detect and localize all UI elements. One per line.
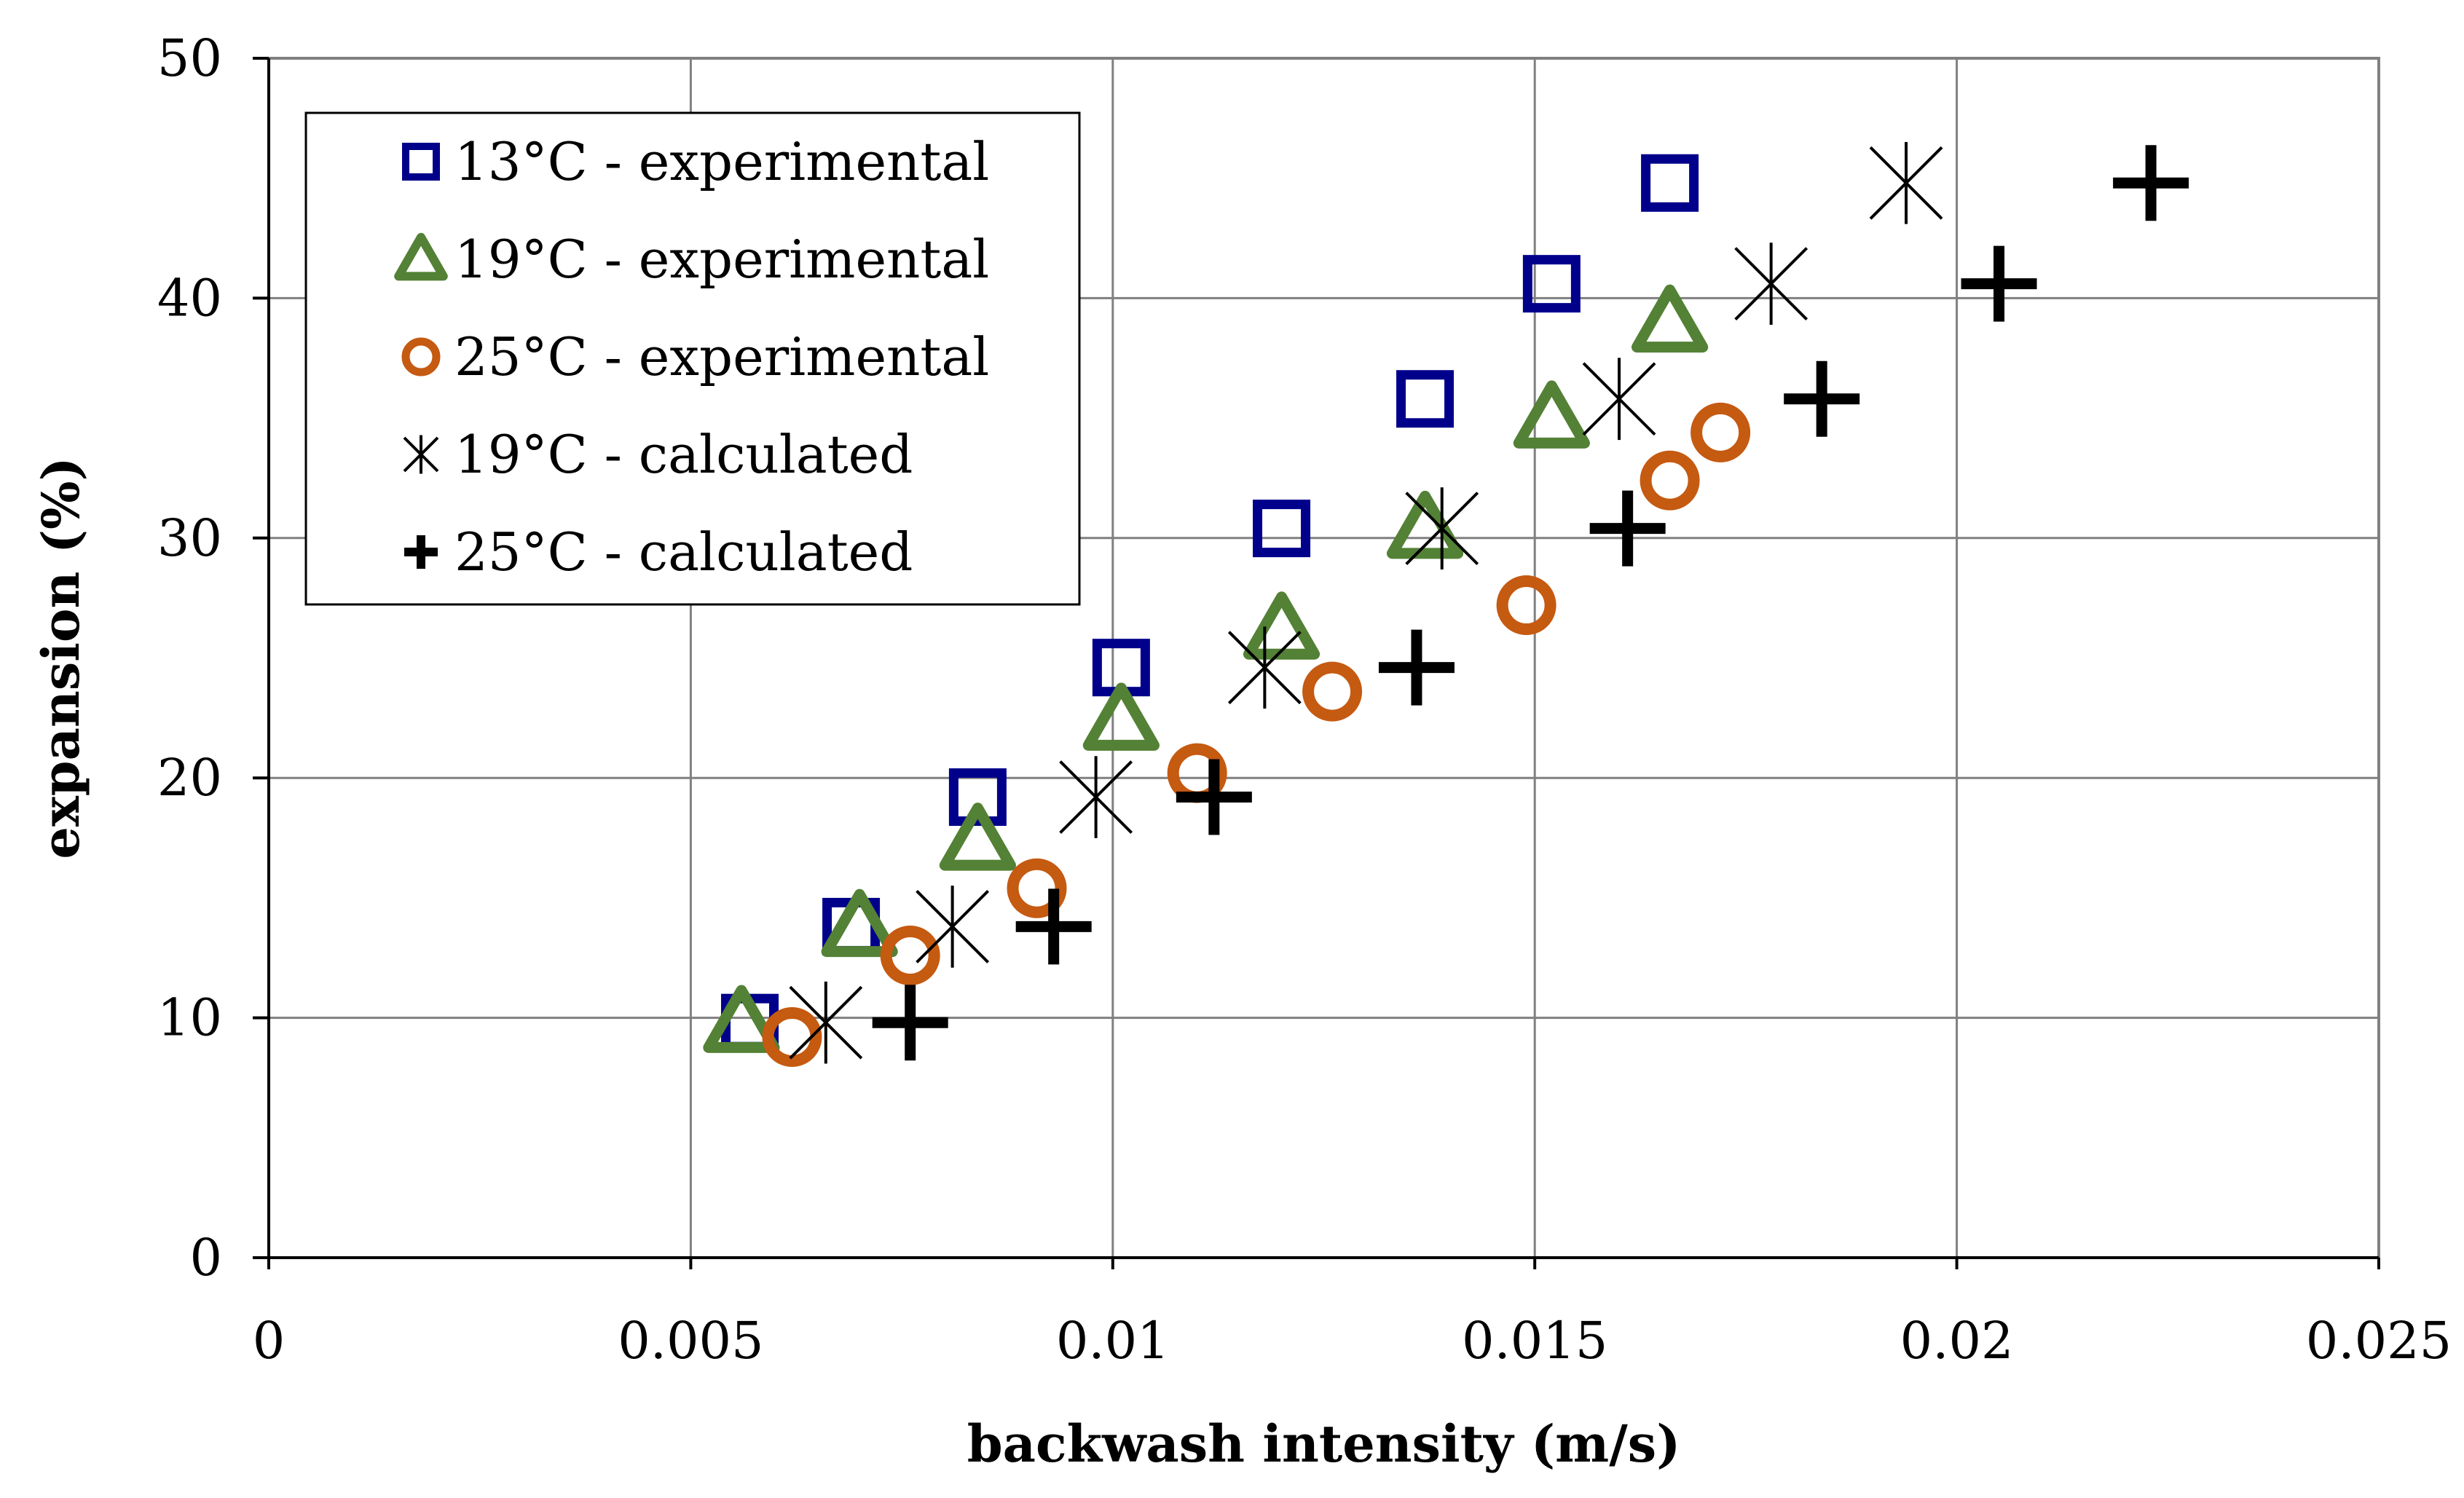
data-point-plus — [2113, 145, 2189, 221]
legend-item: 25°C - calculated — [404, 521, 913, 583]
x-axis-title: backwash intensity (m/s) — [967, 1414, 1681, 1474]
data-point-triangle — [1082, 682, 1160, 751]
data-point-circle — [1007, 858, 1067, 918]
legend-marker-square — [402, 143, 440, 181]
data-point-triangle — [1631, 284, 1709, 353]
legend-item: 19°C - calculated — [403, 424, 913, 485]
x-tick-label: 0 — [253, 1311, 286, 1371]
data-point-square — [1253, 500, 1311, 558]
y-tick-label: 40 — [157, 268, 222, 328]
series-circle — [762, 402, 1751, 1067]
y-tick-label: 30 — [157, 508, 222, 568]
data-point-circle — [1640, 450, 1700, 510]
data-point-square — [948, 768, 1007, 827]
series-triangle — [703, 284, 1709, 1053]
legend-marker-plus — [404, 535, 438, 569]
legend-marker-circle — [401, 337, 441, 377]
data-point-square — [1641, 154, 1699, 212]
series-plus — [872, 145, 2189, 1061]
data-point-square — [1522, 255, 1581, 313]
data-point-circle — [880, 925, 940, 985]
data-point-star — [1869, 141, 1943, 224]
data-point-star — [1405, 487, 1479, 569]
data-point-triangle — [703, 985, 780, 1053]
legend-item: 19°C - experimental — [394, 229, 989, 290]
data-point-triangle — [1513, 380, 1590, 449]
legend-label: 13°C - experimental — [454, 131, 989, 192]
data-point-triangle — [821, 888, 898, 958]
data-points — [703, 141, 2189, 1067]
legend-marker-triangle — [394, 232, 448, 281]
data-point-triangle — [1243, 591, 1320, 660]
data-point-plus — [1961, 245, 2037, 322]
x-tick-label: 0.025 — [2306, 1311, 2452, 1371]
legend-item: 25°C - experimental — [401, 326, 989, 387]
data-point-star — [1059, 756, 1133, 838]
legend-item: 13°C - experimental — [402, 131, 989, 192]
y-tick-label: 20 — [157, 748, 222, 808]
legend-label: 25°C - calculated — [454, 521, 913, 583]
y-axis-title: expansion (%) — [31, 457, 91, 859]
y-tick-label: 0 — [189, 1228, 222, 1288]
data-point-star — [1582, 358, 1656, 441]
data-point-star — [916, 886, 990, 968]
data-point-plus — [1378, 629, 1455, 706]
x-tick-label: 0.02 — [1900, 1311, 2014, 1371]
x-tick-label: 0.005 — [618, 1311, 763, 1371]
data-point-star — [1227, 626, 1302, 709]
data-point-plus — [872, 985, 948, 1061]
axes: 0 0.005 0.01 0.015 0.02 0.025 0 10 20 30 40 50 — [157, 28, 2452, 1371]
data-point-star — [789, 981, 863, 1064]
series-star — [789, 141, 1943, 1064]
legend-label: 19°C - experimental — [454, 229, 989, 290]
data-point-star — [1734, 243, 1808, 325]
y-tick-label: 50 — [157, 28, 222, 88]
data-point-plus — [1784, 360, 1860, 437]
data-point-circle — [762, 1006, 822, 1067]
legend: 13°C - experimental 19°C - experimental 25… — [304, 111, 1081, 606]
x-tick-label: 0.01 — [1056, 1311, 1170, 1371]
data-point-plus — [1176, 759, 1252, 835]
data-point-circle — [1690, 402, 1751, 462]
data-point-circle — [1302, 661, 1363, 722]
data-point-square — [1396, 370, 1455, 428]
y-tick-label: 10 — [157, 988, 222, 1048]
legend-label: 25°C - experimental — [454, 326, 989, 387]
data-point-plus — [1015, 888, 1092, 965]
legend-label: 19°C - calculated — [454, 424, 913, 485]
data-point-plus — [1589, 490, 1666, 567]
data-point-circle — [1496, 575, 1556, 636]
data-point-triangle — [939, 803, 1016, 871]
x-tick-label: 0.015 — [1462, 1311, 1607, 1371]
legend-marker-star — [403, 435, 439, 474]
